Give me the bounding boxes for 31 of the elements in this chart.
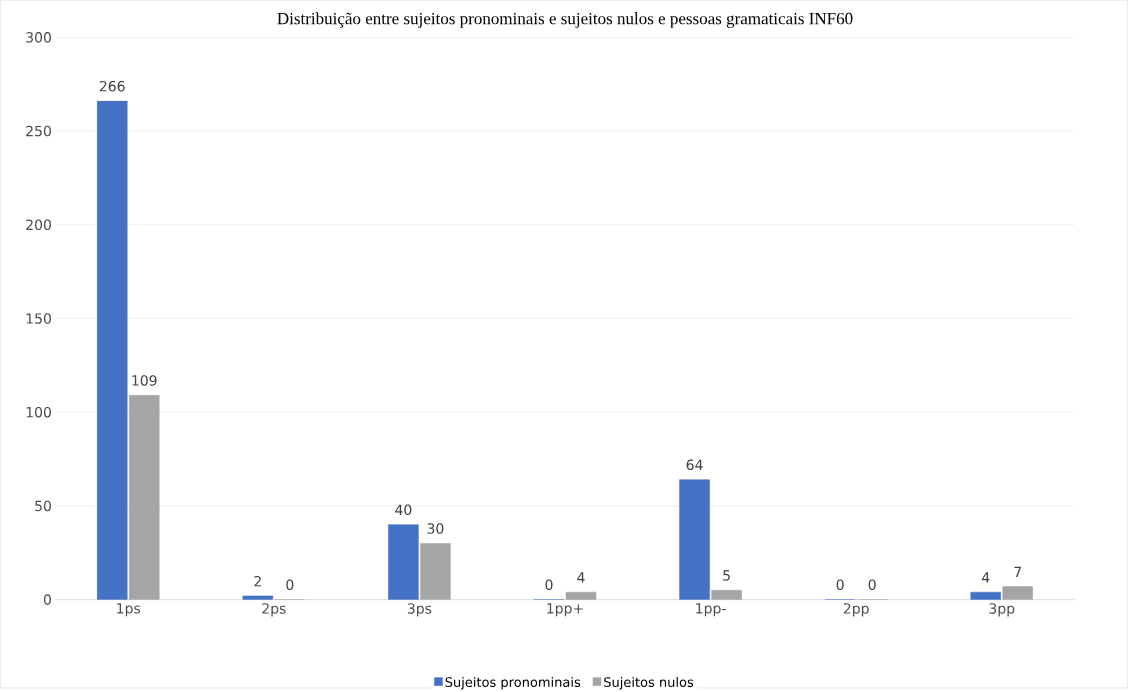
x-tick-label: 2pp	[843, 603, 869, 617]
data-label: 7	[1014, 566, 1022, 577]
data-label: 0	[545, 579, 553, 590]
data-label: 40	[395, 504, 412, 515]
x-tick-label: 1pp+	[547, 603, 583, 617]
legend-label: Sujeitos nulos	[604, 676, 694, 690]
chart-title: Distribuição entre sujeitos pronominais e sujeitos nulos e pessoas gramaticais INF60	[277, 12, 853, 28]
legend-label: Sujeitos pronominais	[445, 676, 581, 690]
y-tick-label: 300	[26, 31, 51, 43]
data-label: 64	[686, 459, 703, 470]
y-tick-label: 150	[26, 313, 51, 324]
data-label: 109	[132, 375, 157, 386]
data-label: 0	[868, 579, 876, 590]
data-label: 0	[286, 579, 294, 590]
data-label: 0	[836, 579, 844, 590]
data-label: 4	[981, 572, 990, 583]
y-tick-label: 50	[35, 500, 51, 512]
x-tick-label: 2ps	[262, 603, 286, 617]
y-tick-label: 200	[26, 219, 51, 230]
x-tick-label: 3pp	[989, 603, 1015, 617]
data-label: 30	[427, 523, 444, 534]
y-tick-label: 250	[26, 125, 51, 137]
data-label: 5	[723, 570, 730, 581]
y-tick-label: 100	[26, 406, 51, 418]
data-label: 4	[577, 572, 585, 583]
data-label: 266	[99, 80, 125, 92]
x-tick-label: 3ps	[407, 603, 432, 617]
x-tick-label: 1ps	[117, 603, 141, 617]
x-tick-label: 1pp-	[696, 603, 726, 617]
y-tick-label: 0	[43, 594, 51, 605]
data-label: 2	[254, 575, 261, 587]
